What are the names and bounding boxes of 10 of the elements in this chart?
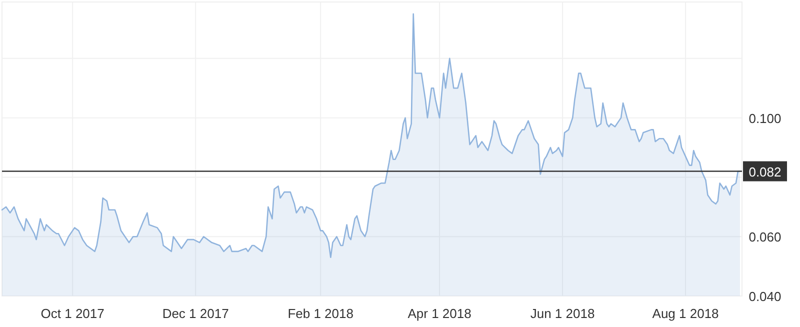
x-tick-label: Dec 1 2017 (162, 306, 229, 321)
x-tick-label: Jun 1 2018 (530, 306, 595, 321)
x-tick-label: Feb 1 2018 (288, 306, 354, 321)
x-tick-label: Aug 1 2018 (652, 306, 719, 321)
ref-line-label: 0.082 (748, 164, 782, 180)
x-tick-label: Apr 1 2018 (408, 306, 472, 321)
y-tick-label: 0.060 (748, 230, 782, 245)
y-tick-label: 0.040 (748, 289, 782, 304)
x-tick-label: Oct 1 2017 (40, 306, 104, 321)
y-tick-label: 0.100 (748, 110, 782, 126)
